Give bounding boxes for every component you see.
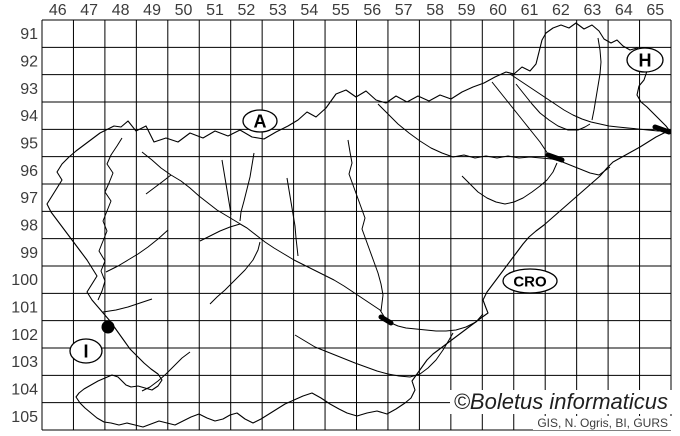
- river-line: [377, 103, 611, 176]
- river-line: [461, 162, 558, 205]
- river-line: [221, 159, 232, 216]
- record-dot: [101, 320, 115, 334]
- grid-row-label: 100: [11, 272, 38, 289]
- grid-row-label: 98: [20, 217, 38, 234]
- river-line: [102, 298, 153, 313]
- country-label-I: I: [83, 341, 88, 361]
- slovenia-border: [46, 22, 670, 428]
- river-line: [591, 37, 602, 121]
- river-line: [515, 83, 591, 131]
- grid-row-label: 101: [11, 299, 38, 316]
- river-line: [141, 151, 484, 332]
- grid-col-label: 48: [112, 2, 130, 19]
- grid-col-label: 55: [332, 2, 350, 19]
- country-ellipse-I: [69, 338, 103, 364]
- grid-row-label: 99: [20, 245, 38, 262]
- river-thick-mark: [545, 152, 565, 163]
- grid-col-label: 46: [49, 2, 67, 19]
- country-ellipse-CRO: [502, 268, 558, 294]
- attribution-text: GIS, N. Ogris, BI, GURS: [533, 416, 672, 430]
- country-ellipse-A: [242, 109, 278, 133]
- river-line: [286, 177, 299, 257]
- river-line: [239, 152, 255, 222]
- grid-row-label: 92: [20, 53, 38, 70]
- river-thick-mark: [378, 314, 394, 326]
- grid-col-label: 58: [426, 2, 444, 19]
- grid-row-label: 102: [11, 327, 38, 344]
- grid-col-label: 51: [206, 2, 224, 19]
- river-line: [105, 229, 169, 273]
- grid-col-label: 53: [269, 2, 287, 19]
- grid-col-label: 64: [615, 2, 633, 19]
- river-line: [141, 351, 191, 392]
- grid-col-label: 54: [300, 2, 318, 19]
- river-line: [209, 241, 261, 305]
- river-line: [199, 223, 248, 242]
- grid-col-label: 61: [521, 2, 539, 19]
- grid-col-label: 60: [489, 2, 507, 19]
- grid-row-label: 103: [11, 354, 38, 371]
- grid-row-label: 93: [20, 81, 38, 98]
- river-line: [491, 81, 549, 155]
- copyright-text: ©Boletus informaticus: [449, 390, 672, 414]
- river-line: [145, 174, 172, 195]
- grid-col-label: 52: [238, 2, 256, 19]
- grid-row-label: 94: [20, 108, 38, 125]
- grid-col-label: 50: [175, 2, 193, 19]
- river-thick-mark: [652, 124, 672, 135]
- grid-col-label: 62: [552, 2, 570, 19]
- river-line: [97, 137, 123, 301]
- river-line: [509, 73, 667, 132]
- country-label-H: H: [639, 50, 652, 70]
- grid-col-label: 63: [583, 2, 601, 19]
- grid-col-label: 59: [458, 2, 476, 19]
- grid-col-label: 57: [395, 2, 413, 19]
- grid-col-label: 65: [646, 2, 664, 19]
- grid-col-label: 56: [363, 2, 381, 19]
- grid-row-label: 97: [20, 190, 38, 207]
- river-line: [347, 139, 384, 312]
- country-label-A: A: [254, 111, 267, 131]
- country-label-CRO: CRO: [513, 273, 547, 290]
- grid-col-label: 49: [143, 2, 161, 19]
- grid-row-label: 95: [20, 135, 38, 152]
- grid-row-label: 105: [11, 409, 38, 426]
- grid-row-label: 96: [20, 163, 38, 180]
- grid-col-label: 47: [80, 2, 98, 19]
- river-line: [294, 332, 454, 378]
- grid-row-label: 104: [11, 381, 38, 398]
- country-ellipse-H: [626, 47, 664, 73]
- grid-row-label: 91: [20, 26, 38, 43]
